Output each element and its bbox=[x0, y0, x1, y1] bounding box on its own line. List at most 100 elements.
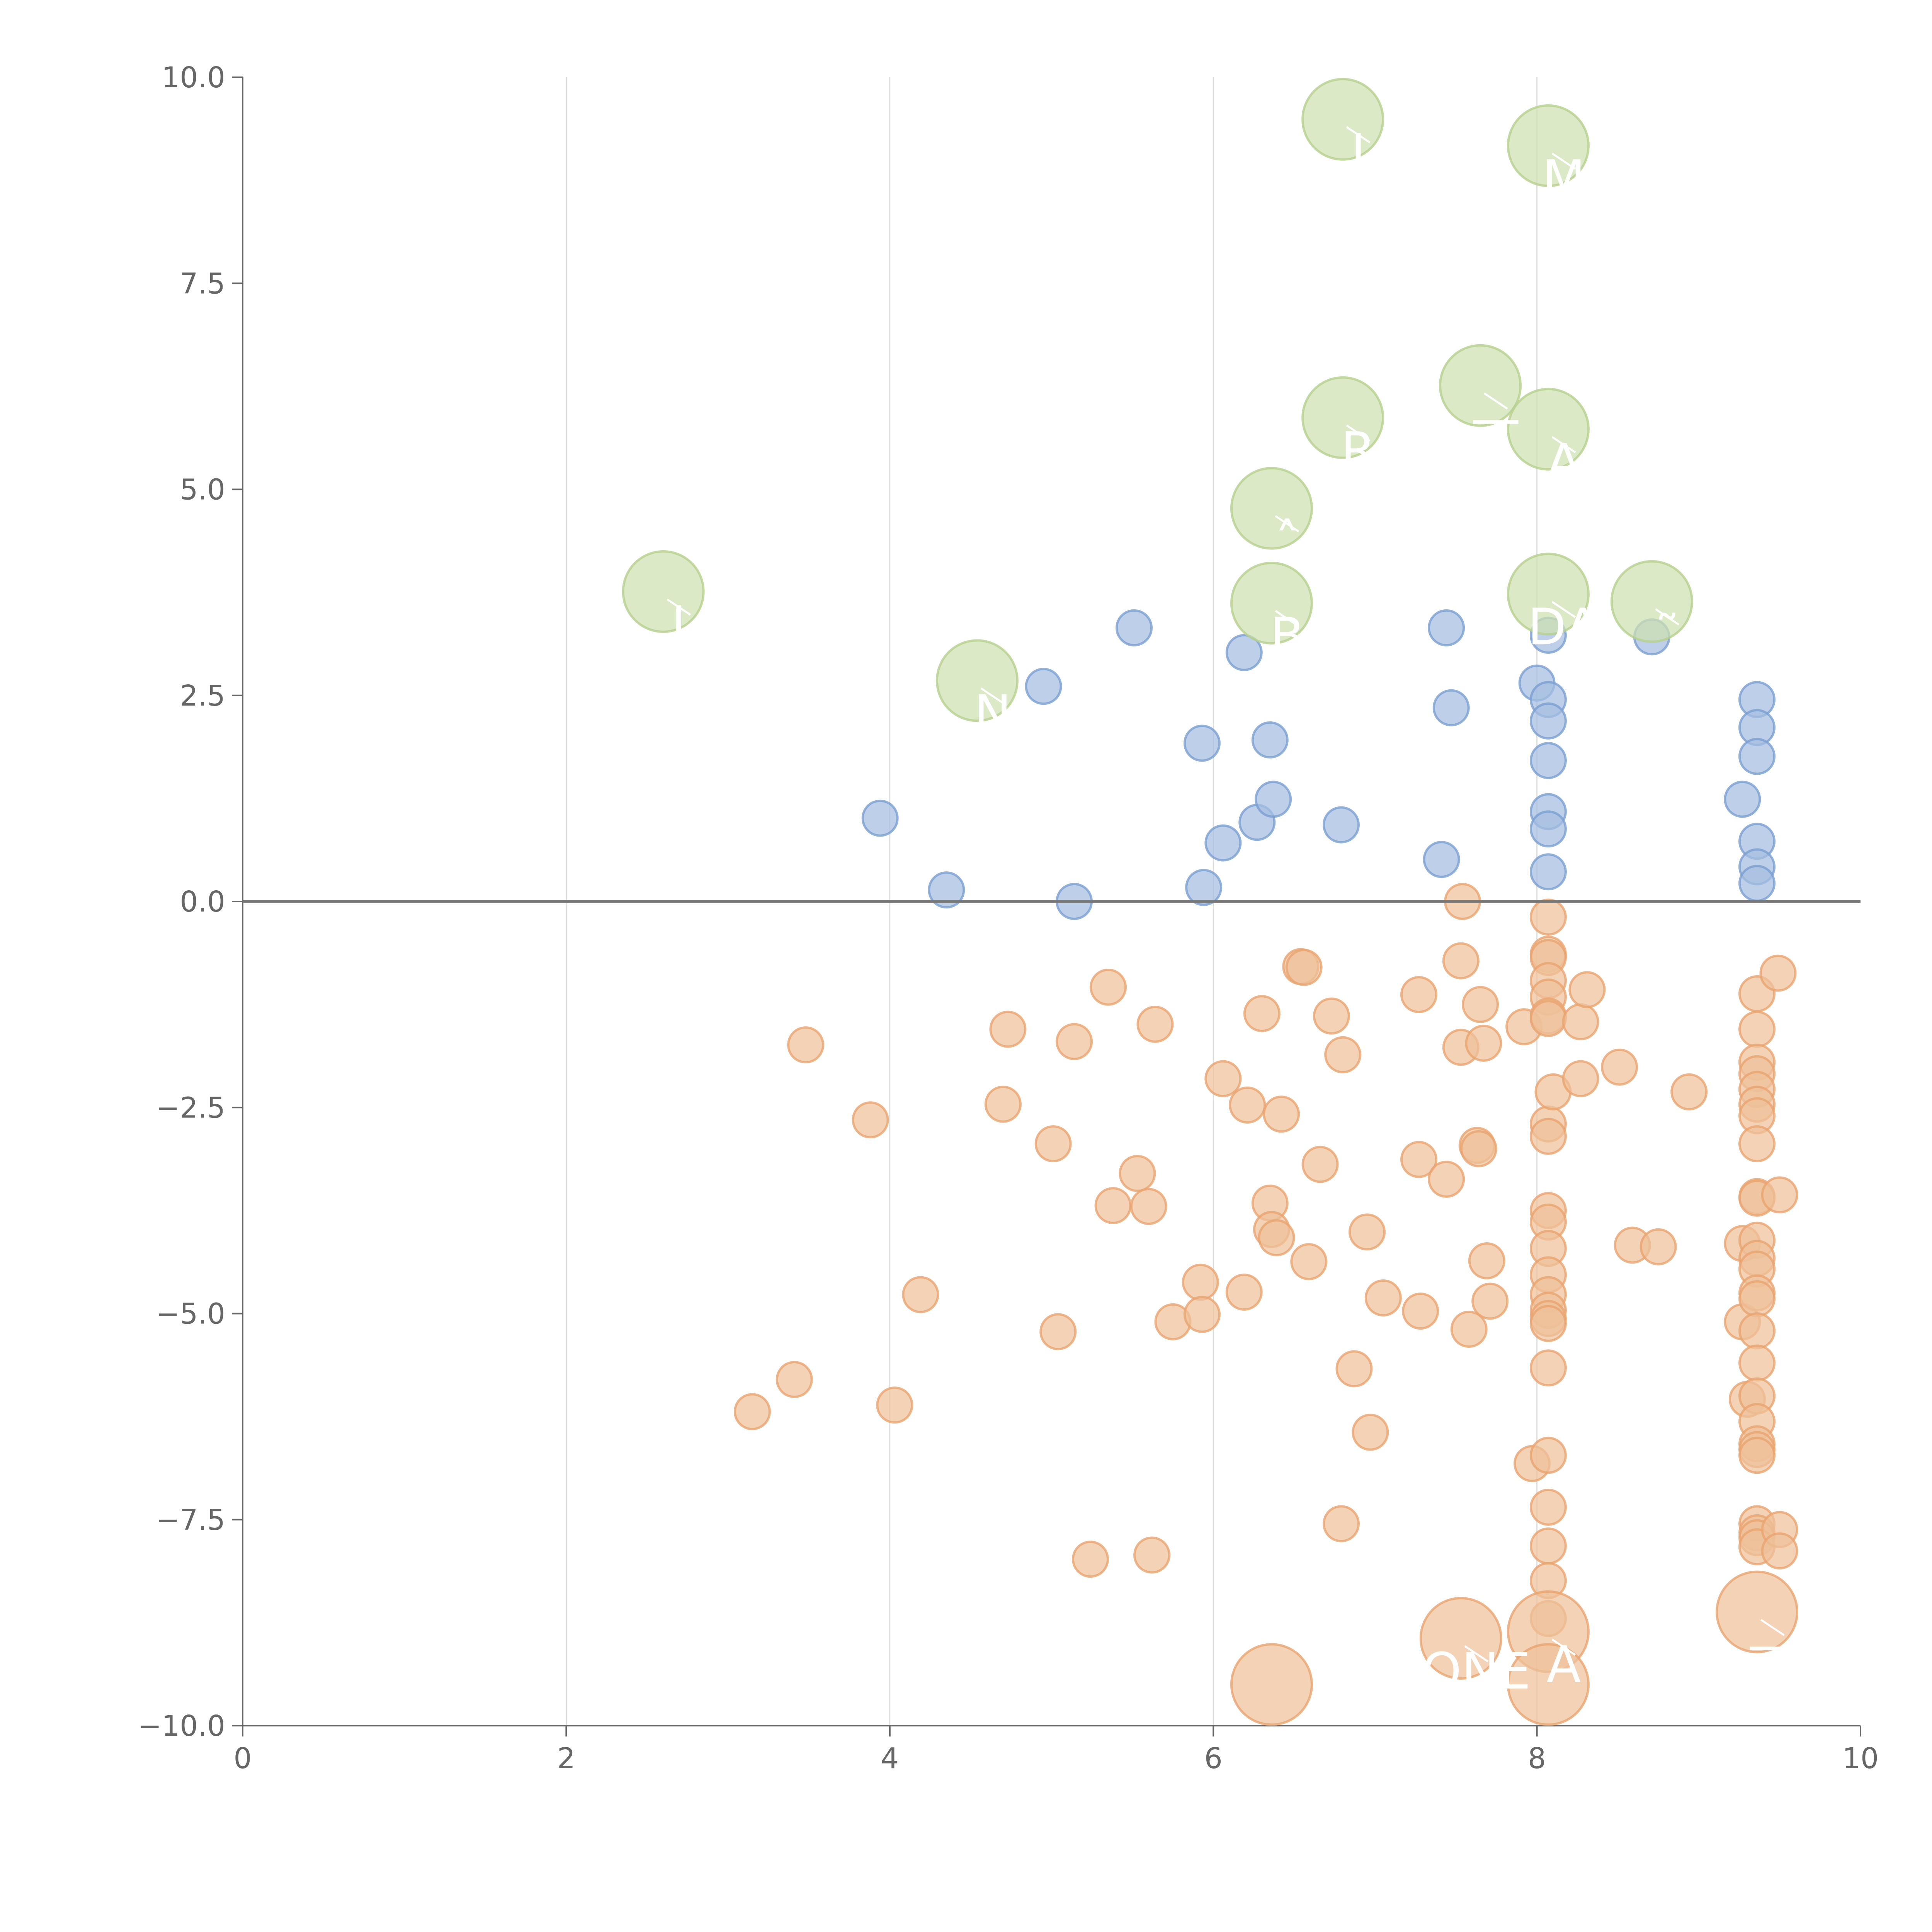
highlight-point-green bbox=[1507, 388, 1590, 471]
data-point-orange bbox=[1529, 1000, 1567, 1037]
data-point-blue bbox=[1529, 742, 1567, 779]
point-label-leader bbox=[1346, 424, 1371, 442]
y-tick-label: 0.0 bbox=[180, 885, 225, 918]
highlight-point-green bbox=[935, 639, 1019, 722]
data-point-orange bbox=[1258, 1219, 1295, 1257]
highlight-point-orange bbox=[1507, 1643, 1590, 1726]
data-point-orange bbox=[1738, 1125, 1776, 1163]
data-point-orange bbox=[1133, 1536, 1171, 1574]
data-point-orange bbox=[1290, 1243, 1328, 1281]
point-label: ˜ bbox=[1655, 605, 1680, 664]
y-tick-label: −5.0 bbox=[156, 1298, 225, 1331]
axes-layer: 0 2 4 6 8 10 10.0 7.5 5.0 2.5 0.0 −2.5 −5.0 −7.5 −10.0 bbox=[138, 61, 1879, 1775]
point-label-leader bbox=[1464, 1645, 1489, 1662]
data-point-orange bbox=[1324, 1036, 1362, 1073]
data-point-orange bbox=[1428, 1160, 1465, 1198]
data-point-orange bbox=[1738, 1437, 1776, 1474]
point-label: J bbox=[668, 595, 686, 654]
highlight-point-green bbox=[1301, 78, 1384, 161]
data-point-blue bbox=[1738, 865, 1776, 902]
data-point-orange bbox=[1348, 1213, 1386, 1251]
data-point-orange bbox=[1136, 1005, 1174, 1043]
y-tick-label: −2.5 bbox=[156, 1091, 225, 1124]
data-point-blue bbox=[1432, 689, 1470, 726]
data-point-orange bbox=[1471, 1282, 1509, 1320]
data-point-orange bbox=[1183, 1296, 1221, 1333]
data-point-orange bbox=[989, 1010, 1027, 1048]
point-label-leader bbox=[1483, 392, 1508, 410]
point-label: DA bbox=[1528, 597, 1600, 656]
data-point-orange bbox=[876, 1386, 913, 1424]
data-point-blue bbox=[1423, 841, 1460, 878]
data-point-blue bbox=[1529, 853, 1567, 891]
data-point-orange bbox=[1761, 1176, 1798, 1214]
data-point-orange bbox=[1071, 1541, 1109, 1578]
point-label-leader bbox=[667, 598, 691, 616]
point-label-leader bbox=[1551, 1638, 1576, 1656]
data-point-orange bbox=[1263, 1095, 1300, 1133]
data-point-orange bbox=[1529, 1527, 1567, 1565]
point-label-leader bbox=[1760, 1619, 1785, 1636]
highlight-point-green bbox=[1507, 104, 1590, 187]
y-tick-label: −7.5 bbox=[156, 1503, 225, 1537]
point-label-leader bbox=[1655, 608, 1680, 626]
data-point-orange bbox=[1364, 1279, 1402, 1316]
data-point-orange bbox=[902, 1276, 939, 1313]
data-point-orange bbox=[1761, 1532, 1798, 1570]
x-tick-label: 2 bbox=[557, 1742, 575, 1775]
data-point-orange bbox=[1056, 1023, 1093, 1060]
point-label: A bbox=[1546, 433, 1581, 492]
data-point-blue bbox=[1251, 721, 1289, 759]
data-point-orange bbox=[1562, 1060, 1599, 1097]
data-point-orange bbox=[1529, 1117, 1567, 1155]
data-point-orange bbox=[1130, 1188, 1167, 1225]
data-point-blue bbox=[1225, 634, 1263, 671]
data-point-orange bbox=[1562, 1003, 1599, 1041]
data-point-orange bbox=[1529, 1305, 1567, 1342]
highlight-point-green bbox=[1230, 561, 1313, 645]
data-point-blue bbox=[1529, 702, 1567, 740]
data-point-orange bbox=[1335, 1350, 1373, 1388]
data-point-orange bbox=[1402, 1293, 1439, 1330]
highlight-point-green bbox=[622, 550, 705, 633]
data-point-blue bbox=[1428, 609, 1465, 646]
point-label-leader bbox=[1551, 601, 1576, 618]
data-point-orange bbox=[984, 1085, 1022, 1123]
data-point-orange bbox=[1759, 954, 1797, 992]
data-point-orange bbox=[1301, 1146, 1339, 1183]
y-tick-label: 2.5 bbox=[180, 679, 225, 713]
data-point-blue bbox=[928, 871, 965, 909]
point-label-leader bbox=[1346, 126, 1371, 143]
data-point-blue bbox=[1204, 824, 1242, 862]
point-label: I bbox=[1351, 123, 1366, 182]
data-point-orange bbox=[1601, 1048, 1638, 1086]
data-point-blue bbox=[1116, 609, 1153, 646]
x-tick-label: 8 bbox=[1528, 1742, 1546, 1775]
highlight-point-green bbox=[1439, 344, 1522, 427]
data-point-orange bbox=[733, 1393, 771, 1430]
highlight-point-green bbox=[1230, 467, 1313, 550]
data-point-blue bbox=[1738, 738, 1776, 775]
points-layer bbox=[622, 78, 1799, 1726]
data-point-blue bbox=[1724, 781, 1761, 818]
data-point-orange bbox=[1529, 1437, 1567, 1474]
data-point-orange bbox=[1670, 1073, 1708, 1111]
point-label: A bbox=[1546, 1635, 1581, 1694]
data-point-orange bbox=[1285, 949, 1323, 986]
data-point-orange bbox=[1400, 976, 1437, 1014]
data-point-blue bbox=[1255, 781, 1292, 818]
data-point-blue bbox=[1529, 810, 1567, 848]
data-point-orange bbox=[1400, 1141, 1437, 1178]
point-label-leader bbox=[980, 687, 1005, 705]
point-label: R bbox=[1341, 421, 1376, 480]
data-point-blue bbox=[1025, 668, 1062, 705]
data-point-orange bbox=[1322, 1505, 1360, 1543]
highlight-point-orange bbox=[1419, 1597, 1502, 1680]
data-point-orange bbox=[1639, 1228, 1677, 1265]
data-point-orange bbox=[1738, 1344, 1776, 1382]
y-tick-label: 10.0 bbox=[162, 61, 225, 94]
point-label: — bbox=[1747, 1616, 1798, 1674]
data-point-orange bbox=[787, 1026, 825, 1064]
data-point-orange bbox=[1738, 1280, 1776, 1318]
